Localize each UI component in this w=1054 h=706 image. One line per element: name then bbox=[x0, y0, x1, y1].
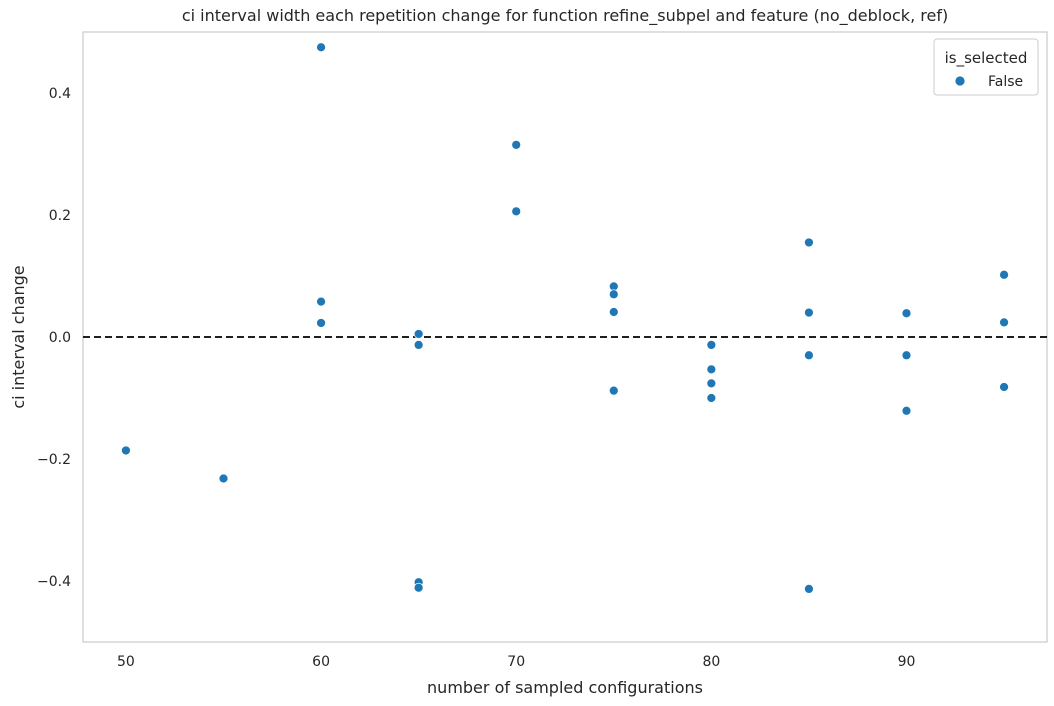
chart-title: ci interval width each repetition change… bbox=[182, 6, 948, 26]
x-axis-label: number of sampled configurations bbox=[427, 678, 703, 697]
x-tick-label: 60 bbox=[312, 654, 330, 670]
data-point bbox=[121, 445, 131, 456]
data-point bbox=[804, 307, 814, 318]
x-tick-label: 50 bbox=[117, 654, 135, 670]
data-point bbox=[706, 393, 717, 403]
data-point bbox=[511, 139, 522, 150]
data-point bbox=[608, 385, 619, 396]
data-point bbox=[901, 308, 912, 319]
data-point bbox=[901, 405, 912, 416]
data-point bbox=[804, 350, 814, 361]
data-point bbox=[316, 296, 326, 307]
data-point bbox=[706, 378, 717, 389]
x-tick-label: 80 bbox=[702, 654, 720, 670]
data-point bbox=[999, 382, 1009, 392]
data-point bbox=[608, 307, 619, 317]
data-point bbox=[413, 340, 424, 350]
y-axis-label: ci interval change bbox=[9, 265, 28, 408]
y-tick-label: 0.0 bbox=[49, 330, 71, 346]
data-point bbox=[316, 318, 326, 328]
y-tick-label: 0.2 bbox=[49, 208, 71, 224]
data-point bbox=[804, 237, 814, 248]
data-point bbox=[804, 584, 814, 594]
data-point bbox=[218, 473, 229, 484]
legend-entry-label: False bbox=[988, 74, 1023, 90]
x-tick-label: 90 bbox=[898, 654, 916, 670]
data-points bbox=[121, 42, 1009, 594]
data-point bbox=[706, 340, 717, 350]
data-point bbox=[608, 289, 619, 300]
y-tick-label: −0.4 bbox=[37, 574, 71, 590]
y-axis-ticks: −0.4 −0.2 0.0 0.2 0.4 bbox=[37, 86, 71, 590]
legend-title: is_selected bbox=[945, 49, 1028, 68]
legend: is_selected False bbox=[933, 38, 1039, 96]
data-point bbox=[706, 364, 717, 375]
data-point bbox=[999, 269, 1009, 280]
data-point bbox=[511, 206, 522, 217]
data-point bbox=[999, 317, 1009, 328]
data-point bbox=[413, 582, 424, 593]
legend-marker bbox=[954, 75, 966, 87]
x-tick-label: 70 bbox=[507, 654, 525, 670]
data-point bbox=[413, 329, 424, 339]
y-tick-label: −0.2 bbox=[37, 452, 71, 468]
y-tick-label: 0.4 bbox=[49, 86, 71, 102]
data-point bbox=[901, 350, 912, 361]
data-point bbox=[316, 42, 326, 53]
x-axis-ticks: 50 60 70 80 90 bbox=[117, 654, 915, 670]
